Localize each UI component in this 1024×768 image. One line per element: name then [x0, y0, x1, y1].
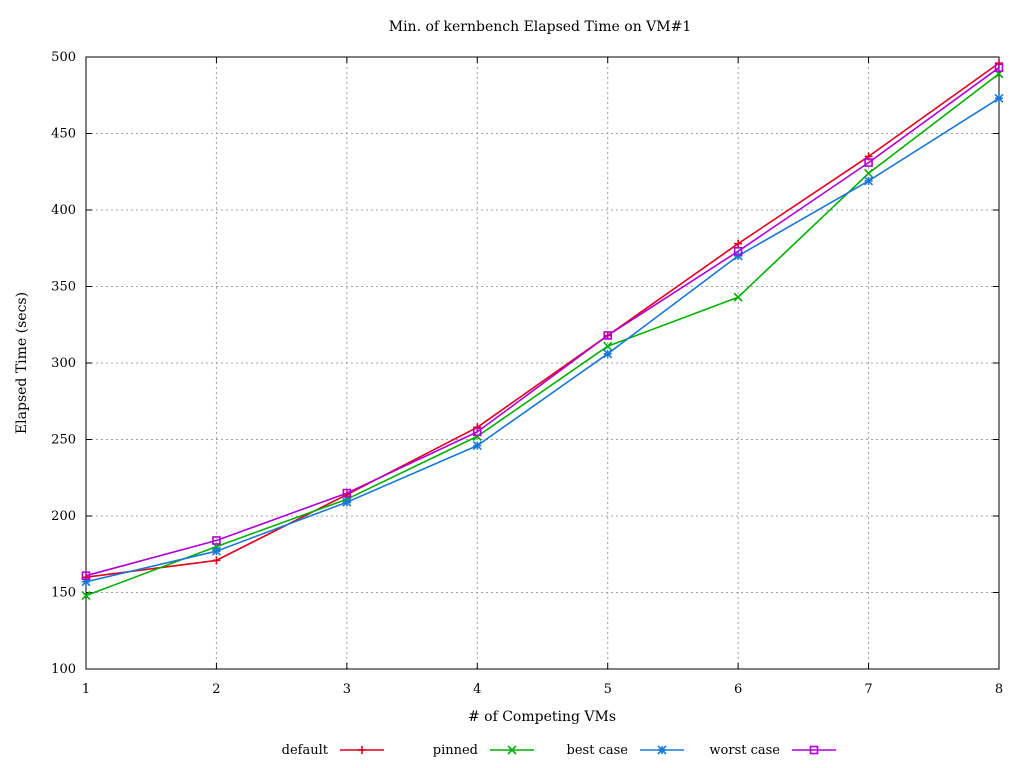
x-tick-label: 8: [995, 682, 1003, 697]
x-tick-label: 3: [343, 682, 351, 697]
y-tick-label: 150: [51, 586, 76, 601]
x-tick-label: 6: [734, 682, 742, 697]
grid: [86, 57, 999, 669]
legend-item: best case: [567, 743, 684, 758]
series-worst-case: [81, 63, 1004, 580]
data-point: [211, 546, 221, 556]
data-point: [864, 158, 873, 167]
legend-item: default: [282, 743, 384, 758]
y-axis-ticks: 100 150 200 250 300 350 400 450 500: [51, 50, 999, 677]
data-point: [212, 536, 221, 545]
series-line: [85, 97, 1000, 583]
legend-marker: [358, 746, 366, 754]
data-point: [994, 63, 1004, 73]
data-point: [733, 247, 743, 256]
data-point: [212, 556, 221, 565]
series-pinned: [81, 69, 1004, 601]
data-point: [864, 168, 874, 178]
x-tick-label: 2: [212, 682, 220, 697]
series-line: [85, 67, 1000, 577]
data-point: [473, 423, 482, 432]
data-point: [995, 59, 1003, 68]
legend-label: best case: [567, 743, 629, 758]
x-tick-label: 4: [473, 682, 481, 697]
y-tick-label: 500: [51, 50, 76, 65]
legend-item: worst case: [709, 743, 836, 758]
y-tick-label: 300: [51, 356, 76, 371]
legend: default pinned best case worst case: [282, 743, 836, 758]
data-point: [342, 488, 352, 498]
x-axis-ticks: 1 2 3 4 5 6 7 8: [82, 57, 1003, 697]
data-point: [603, 341, 613, 351]
data-point: [81, 571, 91, 580]
legend-label: pinned: [433, 743, 478, 758]
y-tick-label: 100: [51, 662, 76, 677]
x-axis-label: # of Competing VMs: [468, 709, 616, 725]
series-line: [85, 73, 1000, 597]
x-tick-label: 7: [864, 682, 872, 697]
y-tick-label: 250: [51, 433, 76, 448]
data-point: [994, 93, 1004, 103]
y-tick-label: 350: [51, 280, 76, 295]
y-tick-label: 200: [51, 509, 76, 524]
data-point: [603, 331, 613, 340]
data-point: [733, 292, 743, 302]
legend-label: default: [282, 743, 329, 758]
legend-marker: [809, 745, 819, 755]
series-default: [82, 59, 1003, 582]
data-point: [734, 239, 743, 248]
data-point: [603, 349, 613, 359]
y-axis-label: Elapsed Time (secs): [14, 292, 30, 434]
x-tick-label: 1: [82, 682, 90, 697]
legend-marker: [507, 745, 517, 755]
data-point: [472, 441, 482, 451]
y-tick-label: 450: [51, 127, 76, 142]
series-lines: [81, 59, 1004, 601]
series-line: [85, 62, 1000, 578]
data-point: [342, 497, 352, 507]
data-point: [864, 176, 874, 186]
legend-label: worst case: [709, 743, 780, 758]
chart-title: Min. of kernbench Elapsed Time on VM#1: [389, 19, 692, 35]
data-point: [472, 427, 482, 437]
x-tick-label: 5: [604, 682, 612, 697]
legend-marker: [657, 745, 667, 755]
legend-item: pinned: [433, 743, 534, 758]
y-tick-label: 400: [51, 203, 76, 218]
series-best-case: [81, 93, 1004, 587]
data-point: [81, 590, 91, 601]
